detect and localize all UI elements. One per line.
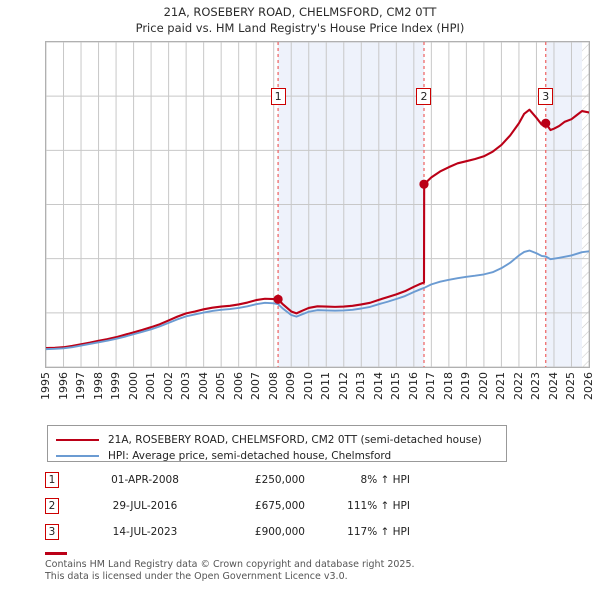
footer-attribution: Contains HM Land Registry data © Crown c…	[45, 559, 565, 582]
x-tick-label: 1996	[56, 372, 70, 400]
chart-svg	[46, 42, 589, 367]
x-tick-label: 2011	[319, 372, 333, 400]
row-sale-date: 01-APR-2008	[111, 474, 179, 486]
table-row: 2 29-JUL-2016 £675,000 111% ↑ HPI	[45, 498, 465, 524]
x-tick-label: 2025	[564, 372, 578, 400]
footer-line-1: Contains HM Land Registry data © Crown c…	[45, 559, 415, 570]
legend-swatch	[56, 439, 99, 441]
legend-item-1: 21A, ROSEBERY ROAD, CHELMSFORD, CM2 0TT …	[48, 431, 482, 449]
grid-lines	[46, 42, 589, 367]
x-tick-label: 2004	[196, 372, 210, 400]
chart-legend: 21A, ROSEBERY ROAD, CHELMSFORD, CM2 0TT …	[47, 425, 507, 462]
x-tick-label: 2012	[336, 372, 350, 400]
x-tick-label: 2016	[406, 372, 420, 400]
x-tick-label: 2019	[459, 372, 473, 400]
page-title: 21A, ROSEBERY ROAD, CHELMSFORD, CM2 0TT …	[0, 4, 600, 36]
x-tick-label: 2020	[476, 372, 490, 400]
transactions-table: 1 01-APR-2008 £250,000 8% ↑ HPI 2 29-JUL-2016…	[45, 472, 465, 550]
row-sale-price: £900,000	[254, 526, 305, 538]
x-tick-label: 2018	[441, 372, 455, 400]
chart-marker-3: 3	[538, 87, 554, 105]
footer-rule	[45, 552, 67, 555]
x-tick-label: 2015	[389, 372, 403, 400]
x-tick-label: 2002	[161, 372, 175, 400]
x-tick-label: 2024	[546, 372, 560, 400]
legend-swatch	[56, 455, 99, 457]
x-axis-labels: 1995 1996 1997 1998 1999 2000 2001 2002 2003 2004…	[39, 372, 595, 416]
plot-frame	[45, 41, 590, 368]
footer-line-2: This data is licensed under the Open Gov…	[45, 570, 348, 582]
x-tick-label: 2006	[231, 372, 245, 400]
x-tick-label: 2003	[179, 372, 193, 400]
series-lines	[46, 108, 589, 351]
row-sale-date: 14-JUL-2023	[112, 526, 178, 538]
x-tick-label: 2000	[126, 372, 140, 400]
x-tick-label: 1999	[109, 372, 123, 400]
title-line-subtitle: Price paid vs. HM Land Registry's House …	[135, 21, 465, 35]
row-hpi-change: 111% ↑ HPI	[347, 500, 410, 512]
sale-point-markers	[273, 118, 551, 304]
title-line-address: 21A, ROSEBERY ROAD, CHELMSFORD, CM2 0TT	[163, 5, 437, 19]
x-tick-label: 2010	[301, 372, 315, 400]
x-tick-label: 2014	[371, 372, 385, 400]
x-tick-label: 2021	[494, 372, 508, 400]
x-tick-label: 2013	[354, 372, 368, 400]
chart-area: 1 2 3	[45, 41, 590, 368]
table-row: 3 14-JUL-2023 £900,000 117% ↑ HPI	[45, 524, 465, 550]
row-sale-price: £250,000	[254, 474, 305, 486]
x-tick-label: 2007	[249, 372, 263, 400]
x-tick-label: 2017	[424, 372, 438, 400]
x-tick-label: 2005	[214, 372, 228, 400]
x-tick-label: 2026	[582, 372, 595, 400]
legend-label: 21A, ROSEBERY ROAD, CHELMSFORD, CM2 0TT …	[108, 434, 482, 446]
row-marker-number: 3	[45, 524, 59, 540]
x-tick-label: 1998	[91, 372, 105, 400]
row-hpi-change: 8% ↑ HPI	[360, 474, 410, 486]
row-marker-number: 1	[45, 472, 59, 488]
x-tick-label: 2008	[266, 372, 280, 400]
row-marker-number: 2	[45, 498, 59, 514]
x-tick-label: 2009	[284, 372, 298, 400]
x-tick-label: 1997	[74, 372, 88, 400]
legend-item-2: HPI: Average price, semi-detached house,…	[48, 447, 391, 465]
chart-marker-1: 1	[270, 87, 286, 105]
x-tick-label: 2023	[529, 372, 543, 400]
row-sale-price: £675,000	[254, 500, 305, 512]
x-tick-label: 2001	[144, 372, 158, 400]
legend-label: HPI: Average price, semi-detached house,…	[108, 450, 392, 462]
chart-marker-2: 2	[416, 87, 432, 105]
x-tick-label: 2022	[511, 372, 525, 400]
x-tick-label: 1995	[39, 372, 52, 400]
table-row: 1 01-APR-2008 £250,000 8% ↑ HPI	[45, 472, 465, 498]
row-sale-date: 29-JUL-2016	[112, 500, 178, 512]
row-hpi-change: 117% ↑ HPI	[347, 526, 410, 538]
